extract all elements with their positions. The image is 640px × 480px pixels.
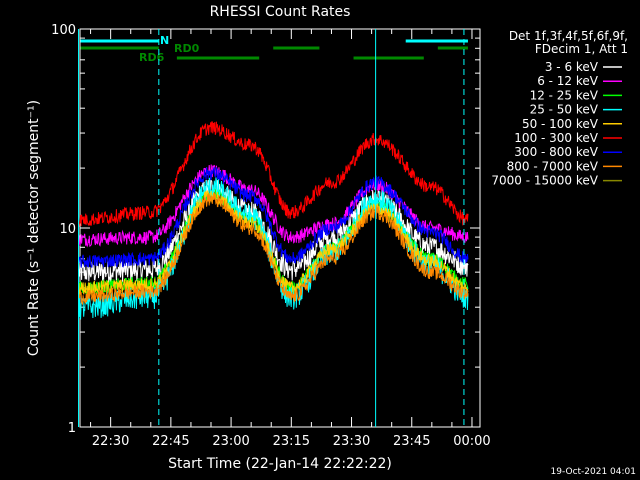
flag-label: RD0 [174, 42, 200, 55]
series-lines [78, 121, 469, 320]
y-tick-label: 100 [51, 23, 76, 38]
attenuator-flags: N RD0 RD6 [80, 34, 468, 64]
legend-entry-label: 12 - 25 keV [530, 88, 599, 102]
legend-entry-label: 300 - 800 keV [514, 145, 598, 159]
legend-entry-label: 100 - 300 keV [514, 131, 598, 145]
flag-label: RD6 [139, 51, 165, 64]
x-tick-label: 23:15 [273, 434, 310, 449]
x-tick-label: 23:45 [393, 434, 430, 449]
legend-entry-label: 7000 - 15000 keV [491, 174, 598, 188]
x-tick-label: 22:45 [152, 434, 189, 449]
series-line [78, 193, 469, 306]
legend-header-line-1: Det 1f,3f,4f,5f,6f,9f, [509, 29, 628, 43]
x-tick-label: 22:30 [92, 434, 129, 449]
generation-timestamp: 19-Oct-2021 04:01 [551, 467, 636, 477]
legend-entry-label: 25 - 50 keV [530, 103, 599, 117]
legend-entry-label: 6 - 12 keV [537, 74, 599, 88]
x-axis-title: Start Time (22-Jan-14 22:22:22) [168, 456, 392, 472]
y-tick-label: 10 [59, 222, 76, 237]
x-axis-ticks: 22:30 22:45 23:00 23:15 23:30 23:45 00:00 [90, 29, 491, 449]
series-line [78, 121, 469, 227]
legend: Det 1f,3f,4f,5f,6f,9f, FDecim 1, Att 1 3… [491, 29, 628, 188]
legend-entry-label: 3 - 6 keV [545, 60, 599, 74]
vertical-markers [78, 29, 465, 427]
series-line [78, 166, 469, 268]
legend-entry-label: 800 - 7000 keV [507, 159, 599, 173]
x-tick-label: 23:00 [212, 434, 249, 449]
y-axis-title: Count Rate (s⁻¹ detector segment⁻¹) [26, 100, 42, 356]
legend-header-line-2: FDecim 1, Att 1 [535, 42, 628, 56]
flag-label: N [160, 34, 169, 47]
series-line [78, 179, 469, 283]
chart-title: RHESSI Count Rates [210, 4, 351, 20]
x-tick-label: 00:00 [453, 434, 490, 449]
y-tick-label: 1 [68, 421, 76, 436]
x-tick-label: 23:30 [333, 434, 370, 449]
legend-entry-label: 50 - 100 keV [522, 117, 599, 131]
